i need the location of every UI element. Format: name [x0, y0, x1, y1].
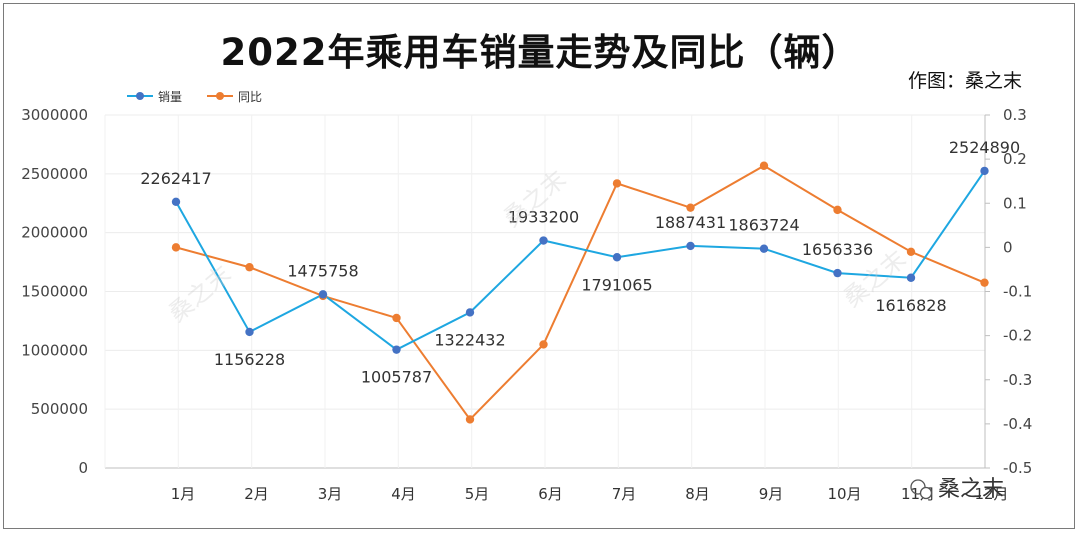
sales-data-label: 1475758 [287, 261, 358, 280]
y-right-tick-label: 0 [1003, 238, 1013, 256]
sales-point [245, 327, 254, 337]
sales-data-label: 1616828 [875, 296, 946, 315]
yoy-point [539, 340, 548, 349]
y-right-tick-label: 0.1 [1003, 194, 1027, 212]
wechat-icon-bubble [919, 486, 933, 500]
y-left-tick-label: 2000000 [21, 224, 88, 242]
yoy-point [245, 263, 254, 272]
y-right-tick-label: 0.3 [1003, 106, 1027, 124]
yoy-point [392, 313, 401, 323]
sales-point [906, 273, 916, 282]
y-left-tick-label: 500000 [31, 400, 88, 418]
legend-sales-marker [136, 92, 144, 100]
yoy-point [833, 205, 842, 215]
y-right-tick-label: -0.4 [1003, 415, 1032, 433]
x-tick-label: 6月 [538, 485, 563, 503]
series-line-sales [175, 170, 986, 351]
y-right-tick-label: -0.3 [1003, 371, 1032, 389]
sales-data-label: 1887431 [655, 213, 726, 232]
sales-point [686, 241, 695, 251]
sales-data-label: 1863724 [728, 216, 799, 235]
x-tick-label: 4月 [391, 485, 416, 503]
chart-frame [3, 3, 1075, 529]
sales-data-label: 1933200 [508, 208, 579, 227]
yoy-point [171, 243, 181, 252]
x-tick-label: 2月 [244, 485, 269, 503]
sales-point [612, 253, 622, 262]
sales-point [759, 244, 769, 253]
sales-point [980, 166, 989, 176]
x-tick-label: 8月 [685, 485, 710, 503]
sales-data-label: 2262417 [140, 169, 211, 188]
yoy-point [465, 415, 475, 424]
sales-data-label: 2524890 [949, 138, 1020, 157]
y-left-tick-label: 1000000 [21, 341, 88, 359]
sales-point [392, 345, 401, 354]
x-tick-label: 1月 [171, 485, 196, 503]
x-tick-label: 5月 [465, 485, 490, 503]
sales-point [539, 236, 548, 245]
series-line-yoy [175, 164, 985, 422]
y-left-tick-label: 1500000 [21, 283, 88, 301]
legend-yoy-marker [216, 92, 224, 100]
sales-point [833, 268, 842, 278]
legend-sales-label: 销量 [158, 90, 182, 104]
y-left-tick-label: 0 [78, 459, 88, 477]
sales-data-label: 1156228 [214, 350, 285, 369]
author-credit: 作图：桑之末 [908, 70, 1023, 92]
watermark-corner: 桑之末 [938, 477, 1004, 502]
y-right-tick-label: -0.1 [1003, 283, 1032, 301]
legend-yoy-label: 同比 [238, 90, 262, 104]
sales-data-label: 1005787 [361, 368, 432, 387]
x-tick-label: 7月 [612, 485, 637, 503]
yoy-point [906, 247, 916, 256]
yoy-point [612, 179, 622, 188]
watermark-faint: 桑之末 [163, 260, 236, 328]
sales-data-label: 1656336 [802, 240, 873, 259]
y-right-tick-label: -0.2 [1003, 327, 1032, 345]
yoy-point [759, 161, 769, 170]
x-tick-label: 9月 [759, 485, 784, 503]
y-left-tick-label: 2500000 [21, 165, 88, 183]
sales-point [318, 290, 328, 299]
y-right-tick-label: 0.2 [1003, 150, 1027, 168]
y-right-tick-label: -0.5 [1003, 459, 1032, 477]
chart-title: 2022年乘用车销量走势及同比（辆） [220, 31, 860, 74]
yoy-point [686, 203, 695, 212]
x-tick-label: 3月 [318, 485, 343, 503]
x-tick-label: 10月 [827, 485, 861, 503]
sales-point [465, 308, 475, 317]
sales-point [171, 197, 181, 206]
yoy-point [980, 278, 989, 287]
x-tick-label: 12月 [974, 485, 1008, 503]
sales-data-label: 1791065 [581, 275, 652, 294]
sales-data-label: 1322432 [434, 330, 505, 349]
y-left-tick-label: 3000000 [21, 106, 88, 124]
